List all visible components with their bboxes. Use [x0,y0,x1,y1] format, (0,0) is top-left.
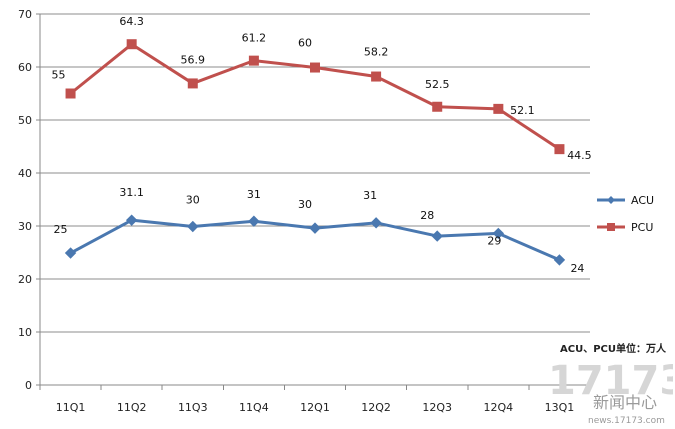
pcu-point [65,88,76,99]
x-tick-label-12Q2: 12Q2 [361,401,391,414]
acu-point [492,227,505,240]
watermark-url: news.17173.com [588,416,665,426]
pcu-point [493,103,504,114]
acu-point [125,214,138,226]
pcu-point [310,62,320,73]
acu-point [187,220,199,233]
y-tick-label-30: 30 [18,220,32,233]
x-tick-label-11Q4: 11Q4 [239,401,269,414]
pcu-point [248,55,259,66]
watermark-text: 新闻中心 [593,393,657,412]
acu-data-label: 25 [54,223,68,236]
acu-point [309,222,321,234]
legend-label-pcu: PCU [631,221,653,234]
pcu-data-label: 52.1 [510,104,535,117]
y-tick-label-20: 20 [18,273,32,286]
y-tick-label-50: 50 [18,114,32,127]
acu-data-label: 28 [420,209,434,222]
y-tick-label-0: 0 [25,379,32,392]
x-tick-label-13Q1: 13Q1 [545,401,575,414]
x-tick-label-12Q1: 12Q1 [300,401,330,414]
x-tick-label-12Q4: 12Q4 [484,401,514,414]
acu-data-label: 24 [570,262,584,275]
y-tick-label-10: 10 [18,326,32,339]
legend-marker-pcu [607,223,615,231]
acu-point [431,230,443,242]
pcu-point [187,78,198,89]
acu-data-label: 31.1 [119,186,144,199]
acu-data-label: 31 [363,189,377,202]
legend-label-acu: ACU [631,194,654,207]
pcu-point [126,39,137,50]
x-tick-label-12Q3: 12Q3 [422,401,452,414]
watermark-number: 17173 [548,358,673,404]
pcu-data-label: 60 [298,37,312,50]
acu-point [64,247,77,259]
x-tick-label-11Q2: 11Q2 [117,401,147,414]
acu-point [370,217,382,229]
acu-data-label: 29 [487,234,501,247]
acu-point [553,254,566,266]
pcu-data-label: 58.2 [364,46,389,59]
x-tick-label-11Q1: 11Q1 [56,401,86,414]
pcu-data-label: 55 [52,69,66,82]
pcu-data-label: 56.9 [181,53,206,66]
y-tick-label-70: 70 [18,8,32,21]
pcu-point [371,71,382,82]
pcu-series-line [69,42,561,151]
pcu-point [554,144,565,155]
acu-data-label: 31 [247,188,261,201]
pcu-data-label: 52.5 [425,78,450,91]
pcu-point [432,101,443,112]
y-tick-label-60: 60 [18,61,32,74]
acu-data-label: 30 [298,198,312,211]
pcu-data-label: 44.5 [567,149,592,162]
watermark-logo: 17173 新闻中心 news.17173.com [548,358,673,426]
x-tick-label-11Q3: 11Q3 [178,401,208,414]
acu-point [248,215,260,227]
acu-data-label: 30 [186,194,200,207]
pcu-data-label: 64.3 [119,15,144,28]
y-tick-label-40: 40 [18,167,32,180]
unit-note: ACU、PCU单位：万人 [560,344,666,355]
pcu-data-label: 61.2 [242,32,267,45]
legend-marker-acu [607,196,615,204]
